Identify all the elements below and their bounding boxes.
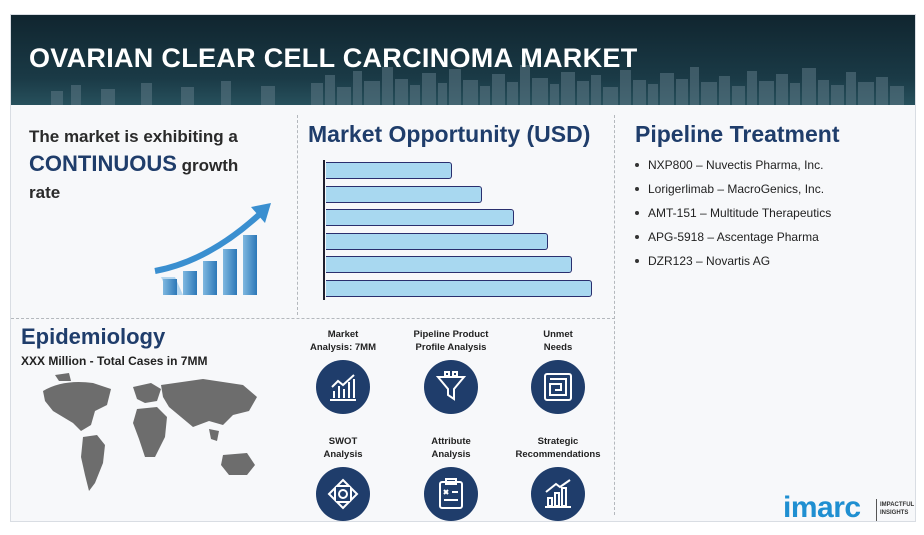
pipeline-list: NXP800 – Nuvectis Pharma, Inc. Lorigerli…: [635, 158, 831, 278]
divider-vertical-right: [614, 115, 615, 515]
feature-pipeline-profile: Pipeline Product Profile Analysis: [401, 328, 501, 414]
growth-chart-icon: [531, 467, 585, 521]
bullet-icon: [635, 186, 639, 191]
chart-bar: [326, 162, 452, 179]
maze-icon: [531, 360, 585, 414]
pipeline-item: Lorigerlimab – MacroGenics, Inc.: [635, 182, 831, 206]
feature-unmet-needs: Unmet Needs: [508, 328, 608, 414]
feature-attribute-analysis: Attribute Analysis: [401, 435, 501, 521]
epidemiology-subtitle: XXX Million - Total Cases in 7MM: [21, 354, 208, 368]
pipeline-item: NXP800 – Nuvectis Pharma, Inc.: [635, 158, 831, 182]
bullet-icon: [635, 258, 639, 263]
chart-bar: [326, 185, 482, 203]
clipboard-icon: [424, 467, 478, 521]
chart-bar: [326, 256, 572, 273]
chart-bar: [326, 209, 514, 226]
bullet-icon: [635, 210, 639, 215]
growth-line-1: The market is exhibiting a: [29, 127, 238, 146]
bullet-icon: [635, 234, 639, 239]
growth-bars-icon: [154, 203, 271, 295]
logo-brand: imarc: [783, 491, 861, 522]
imarc-logo: imarc IMPACTFUL INSIGHTS: [783, 491, 914, 522]
page-title: OVARIAN CLEAR CELL CARCINOMA MARKET: [29, 43, 638, 73]
growth-statement: The market is exhibiting a CONTINUOUS gr…: [29, 123, 279, 206]
pipeline-title: Pipeline Treatment: [635, 121, 840, 147]
growth-line-3: rate: [29, 183, 61, 202]
epidemiology-title: Epidemiology: [21, 324, 166, 349]
growth-highlight: CONTINUOUS: [29, 151, 177, 176]
funnel-icon: [424, 360, 478, 414]
feature-market-analysis: Market Analysis: 7MM: [293, 328, 393, 414]
chart-bar: [326, 232, 548, 250]
feature-strategic-recommendations: Strategic Recommendations: [508, 435, 608, 521]
feature-label: Strategic Recommendations: [515, 436, 601, 460]
feature-label: Unmet Needs: [543, 329, 573, 353]
chart-analysis-icon: [316, 360, 370, 414]
bullet-icon: [635, 162, 639, 167]
feature-label: SWOT Analysis: [323, 436, 363, 460]
pipeline-item: DZR123 – Novartis AG: [635, 254, 831, 278]
market-opportunity-title: Market Opportunity (USD): [308, 121, 591, 147]
swot-arrows-icon: [316, 467, 370, 521]
feature-label: Pipeline Product Profile Analysis: [413, 329, 489, 353]
feature-swot-analysis: SWOT Analysis: [293, 435, 393, 521]
growth-line-2: CONTINUOUS growth: [29, 150, 279, 179]
infographic-frame: OVARIAN CLEAR CELL CARCINOMA MARKET The …: [10, 14, 916, 522]
pipeline-item: AMT-151 – Multitude Therapeutics: [635, 206, 831, 230]
logo-tagline: IMPACTFUL INSIGHTS: [880, 502, 915, 516]
title-banner: OVARIAN CLEAR CELL CARCINOMA MARKET: [11, 15, 915, 105]
logo-separator: [876, 499, 877, 521]
feature-label: Market Analysis: 7MM: [310, 329, 376, 353]
feature-label: Attribute Analysis: [431, 436, 471, 460]
chart-bar: [326, 279, 592, 297]
pipeline-item: APG-5918 – Ascentage Pharma: [635, 230, 831, 254]
divider-vertical-left: [297, 115, 298, 315]
growth-line-2-rest: growth: [176, 156, 239, 175]
chart-axis-line: [323, 160, 325, 300]
divider-horizontal: [11, 318, 615, 319]
world-map-graphic: [43, 373, 257, 491]
city-skyline-graphic: [51, 65, 904, 105]
